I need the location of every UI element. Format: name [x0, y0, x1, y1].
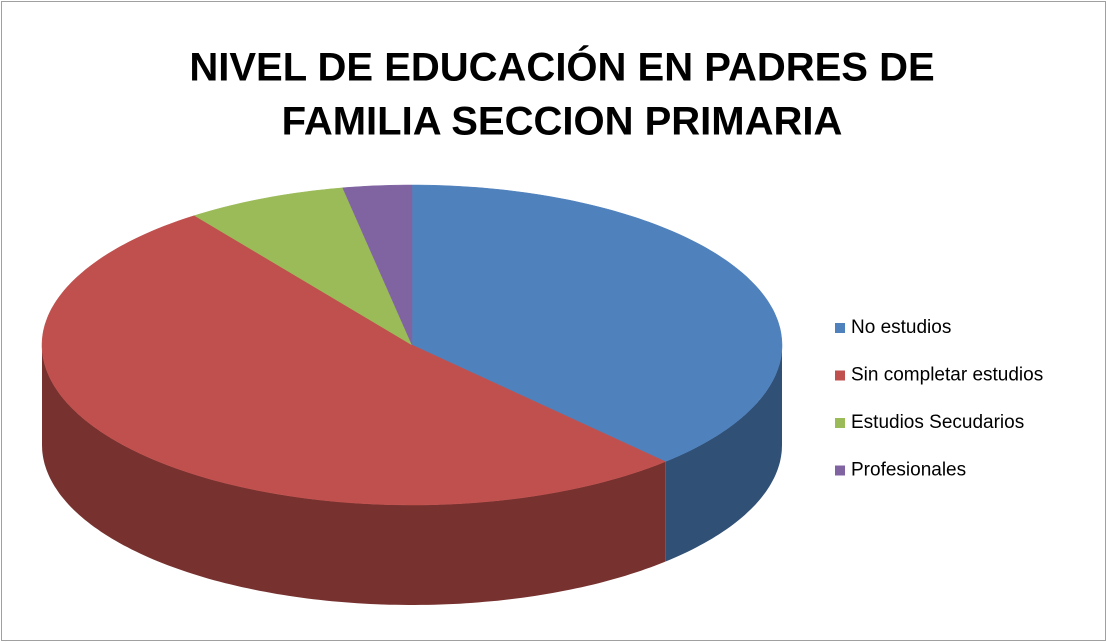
chart-title: NIVEL DE EDUCACIÓN EN PADRES DE	[189, 44, 934, 90]
slice-side	[42, 345, 666, 605]
legend-label: Estudios Secudarios	[851, 412, 1024, 433]
slice	[41, 215, 666, 506]
slice	[342, 184, 413, 346]
legend-swatch	[835, 465, 845, 476]
legend-swatch	[835, 418, 845, 428]
slice	[411, 184, 783, 462]
legend-swatch	[835, 323, 845, 333]
chart-title: FAMILIA SECCION PRIMARIA	[282, 100, 843, 144]
slice-side	[665, 345, 782, 562]
legend-label: Profesionales	[851, 460, 966, 481]
legend-label: Sin completar estudios	[851, 365, 1043, 386]
legend-label: No estudios	[851, 317, 951, 338]
legend-swatch	[835, 370, 845, 381]
slice	[193, 187, 413, 346]
